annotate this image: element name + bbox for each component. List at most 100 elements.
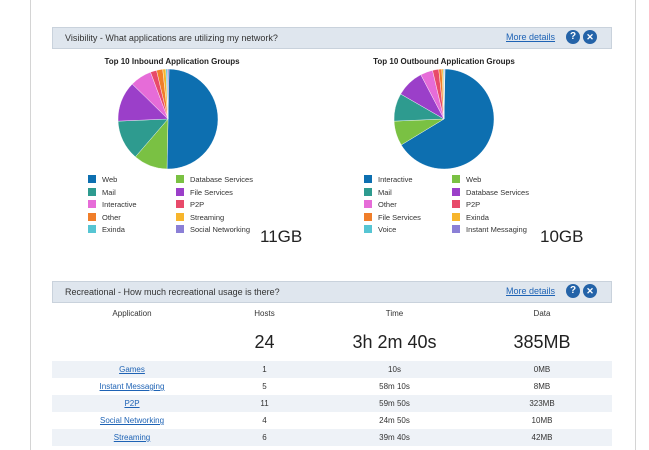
row-hosts: 5 [262,382,267,391]
row-time: 10s [317,361,472,378]
totals-hosts: 24 [254,331,275,352]
app-link-streaming[interactable]: Streaming [113,433,151,442]
row-time: 59m 50s [317,395,472,412]
legend-swatch [176,200,184,208]
visibility-header-text: Visibility - What applications are utili… [65,33,278,43]
recreational-header-text: Recreational - How much recreational usa… [65,287,280,297]
outbound-total: 10GB [540,227,584,246]
outbound-legend-item: Database Services [452,187,529,197]
legend-swatch [88,187,96,196]
outbound-slice-instant-messaging [443,68,446,120]
legend-label: Social Networking [190,225,251,234]
outbound-legend-item: File Services [364,212,421,222]
row-hosts: 1 [212,361,317,378]
column-header-data: Data [472,303,612,323]
visibility-more-details-link[interactable]: More details [506,32,556,42]
outbound-legend-item: Web [452,175,481,184]
legend-label: P2P [190,200,205,209]
inbound-legend-item: Social Networking [176,225,250,234]
column-header-time: Time [317,303,472,323]
outbound-legend-item: Instant Messaging [452,225,527,234]
row-time: 39m 40s [317,429,472,446]
legend-swatch [88,225,96,233]
legend-label: Interactive [102,200,137,209]
row-data: 10MB [531,416,553,425]
inbound-legend-item: P2P [176,200,204,209]
outbound-legend-item: Mail [364,187,392,197]
legend-swatch [452,200,460,208]
legend-swatch [452,225,460,233]
legend-swatch [452,175,460,183]
inbound-legend-item: Database Services [176,175,253,184]
app-link-games[interactable]: Games [119,365,145,374]
legend-swatch [176,212,184,221]
legend-swatch [176,225,184,233]
table-row: Streaming 6 39m 40s 42MB [52,429,612,446]
row-data: 8MB [533,382,551,391]
totals-data: 385MB [513,331,571,352]
legend-label: Streaming [190,212,225,222]
inbound-chart-title: Top 10 Inbound Application Groups [104,57,240,66]
inbound-legend-item: Streaming [176,212,225,222]
legend-swatch [364,187,372,196]
recreational-help-icon[interactable]: ? [566,284,580,298]
legend-swatch [88,212,96,221]
legend-label: Database Services [190,175,253,184]
legend-swatch [88,175,96,183]
legend-label: Exinda [466,212,489,222]
outbound-legend-item: Exinda [452,212,489,222]
visibility-header: Visibility - What applications are utili… [52,27,612,49]
visibility-close-icon[interactable]: ✕ [583,30,597,44]
legend-label: Mail [378,187,392,197]
inbound-legend-item: Interactive [88,200,137,209]
outbound-legend-item: Interactive [364,175,413,184]
legend-label: File Services [190,187,233,197]
legend-label: File Services [378,212,421,222]
totals-time: 3h 2m 40s [352,331,437,352]
outbound-legend-item: Other [364,200,397,209]
legend-swatch [176,187,184,196]
legend-label: Voice [378,225,397,234]
legend-swatch [364,225,372,233]
legend-label: Web [466,175,482,184]
app-link-instant-messaging[interactable]: Instant Messaging [99,382,165,391]
inbound-pie-chart [116,67,220,171]
legend-swatch [452,212,460,221]
legend-swatch [452,187,460,196]
row-data: 42MB [472,429,612,446]
legend-label: Instant Messaging [466,225,527,234]
legend-label: P2P [466,200,481,209]
row-hosts: 6 [212,429,317,446]
legend-label: Web [102,175,118,184]
inbound-legend-item: File Services [176,187,233,197]
recreational-more-details-link[interactable]: More details [506,286,556,296]
recreational-close-icon[interactable]: ✕ [583,284,597,298]
outbound-slice-interactive [400,68,495,170]
recreational-header: Recreational - How much recreational usa… [52,281,612,303]
app-link-p2p[interactable]: P2P [124,399,140,408]
row-time: 24m 50s [379,416,410,425]
inbound-slice-web [166,68,219,170]
recreational-panel: Recreational - How much recreational usa… [52,281,612,446]
inbound-legend-item: Web [88,175,117,184]
table-row: P2P 11 59m 50s 323MB [52,395,612,412]
recreational-table: Application Hosts Time Data 24 3h 2m 40s… [52,303,612,446]
inbound-total: 11GB [260,227,303,246]
outbound-legend-item: P2P [452,200,480,209]
column-header-application: Application [52,303,212,323]
outbound-chart-title: Top 10 Outbound Application Groups [373,57,515,66]
inbound-slice-social-networking [167,68,170,120]
row-time: 58m 10s [379,382,410,391]
legend-label: Exinda [102,225,125,234]
outbound-pie-chart [392,67,496,171]
table-row: Social Networking 4 24m 50s 10MB [52,412,612,429]
row-data: 0MB [472,361,612,378]
legend-label: Other [378,200,397,209]
inbound-legend-item: Exinda [88,225,125,234]
outbound-legend-item: Voice [364,225,396,234]
inbound-legend-item: Mail [88,187,116,197]
legend-swatch [176,175,184,183]
app-link-social-networking[interactable]: Social Networking [99,416,165,425]
visibility-help-icon[interactable]: ? [566,30,580,44]
column-header-hosts: Hosts [212,303,317,323]
